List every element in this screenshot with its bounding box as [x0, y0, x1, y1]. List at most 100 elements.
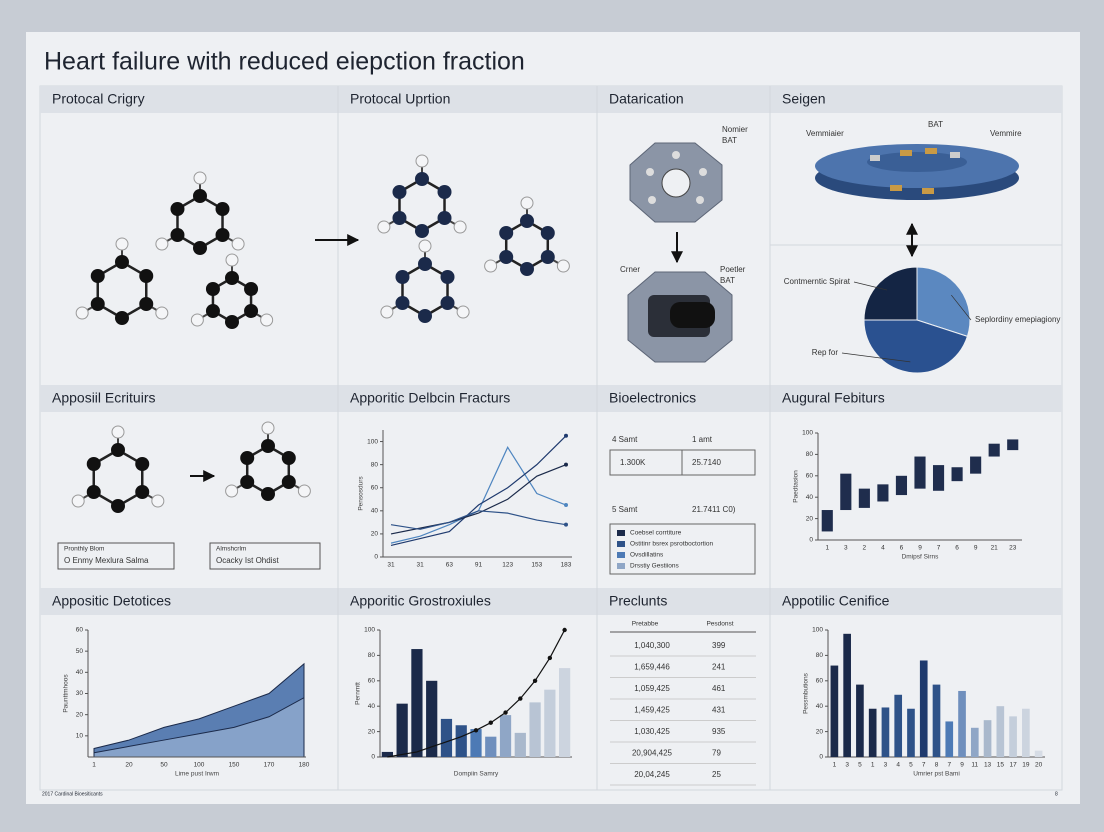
y-tick-label: 80 — [371, 461, 379, 468]
bar — [514, 732, 526, 757]
x-tick-label: 9 — [960, 762, 964, 769]
panel-heading: Bioelectronics — [609, 390, 696, 406]
atom — [240, 451, 255, 465]
header-strip — [40, 86, 1062, 113]
hydrogen-atom — [556, 259, 570, 273]
y-tick-label: 60 — [371, 484, 379, 491]
charts: Seplordiny emepiagiony Rep for Contmerntic… — [63, 266, 1060, 778]
atom — [205, 282, 220, 296]
y-tick-label: 80 — [368, 652, 376, 659]
x-tick-label: 7 — [937, 545, 941, 552]
range-bar — [1007, 439, 1019, 451]
bar — [945, 721, 954, 757]
atom — [499, 250, 514, 264]
panel-heading: Apporitic Delbcin Fracturs — [350, 390, 510, 406]
trend-point — [532, 678, 538, 683]
x-tick-label: 6 — [900, 545, 904, 552]
table-cell: 79 — [712, 749, 721, 758]
disc-label: BAT — [928, 120, 943, 129]
y-tick-label: 20 — [371, 531, 379, 538]
atom — [281, 475, 296, 489]
atom — [440, 270, 455, 284]
bio-text: 25.7140 — [692, 458, 721, 467]
trend-point — [562, 627, 567, 633]
legend-swatch — [617, 530, 625, 536]
x-tick-label: 91 — [475, 562, 483, 569]
atom — [115, 311, 129, 325]
bio-text: 5 Samt — [612, 505, 638, 514]
x-tick-label: 4 — [881, 545, 885, 552]
atom — [437, 211, 452, 225]
device-label: Crner — [620, 265, 640, 274]
y-tick-label: 100 — [812, 627, 823, 634]
hydrogen-atom — [115, 237, 129, 251]
table: Pretabbe Pesdonst 1,040,300 399 1,659,446 241… — [610, 621, 756, 786]
table-cell: 935 — [712, 727, 726, 736]
hydrogen-atom — [418, 239, 432, 253]
panel-grid: Protocal Crigry Protocal Uprtion Dataricat… — [39, 85, 1063, 791]
x-tick-label: 9 — [974, 545, 978, 552]
x-tick-label: 4 — [896, 762, 900, 769]
atom — [244, 304, 259, 318]
range-bar — [970, 456, 982, 474]
bar — [856, 684, 864, 757]
header-strip — [40, 385, 1062, 412]
panel-heading: Apporitic Grostroxiules — [350, 593, 491, 609]
bar — [843, 633, 851, 757]
x-tick-label: 20 — [125, 762, 133, 769]
x-tick-label: 1 — [871, 762, 875, 769]
y-axis-label: Paunttmhoos — [63, 674, 70, 713]
y-tick-label: 40 — [76, 669, 84, 676]
bar — [529, 702, 541, 757]
legend-swatch — [617, 541, 625, 547]
device-label: Nomier — [722, 125, 748, 134]
y-tick-label: 40 — [371, 508, 379, 515]
trend-point — [473, 728, 479, 733]
x-axis-label: Lime pust Irwm — [175, 771, 219, 778]
pie-slice — [863, 319, 969, 374]
x-tick-label: 5 — [909, 762, 913, 769]
x-tick-label: 23 — [1009, 545, 1017, 552]
leader-line — [853, 281, 888, 291]
trend-point — [488, 720, 493, 725]
atom — [240, 475, 255, 489]
y-axis-label: Paedtasion — [793, 470, 800, 503]
device-label: Poetler — [720, 265, 746, 274]
x-tick-label: 9 — [918, 545, 922, 552]
atom — [170, 228, 185, 242]
atom — [418, 309, 432, 323]
device-label: BAT — [722, 136, 737, 145]
bar — [396, 703, 408, 757]
table-header: Pesdonst — [706, 621, 733, 628]
bio-text: 1 amt — [692, 435, 713, 444]
x-tick-label: 63 — [446, 562, 454, 569]
hydrogen-atom — [297, 484, 311, 498]
end-point — [564, 522, 568, 527]
atom — [135, 485, 150, 499]
trend-point — [503, 710, 508, 715]
table-cell: 399 — [712, 641, 726, 650]
x-axis-label: Dmipsf Sirns — [902, 554, 940, 561]
range-bar — [895, 475, 908, 496]
x-tick-label: 150 — [229, 762, 240, 769]
bio-text: 1.300K — [620, 458, 646, 467]
hydrogen-atom — [415, 154, 429, 168]
bar — [470, 729, 482, 757]
table-cell: 25 — [712, 770, 721, 779]
x-tick-label: 15 — [997, 762, 1005, 769]
atom — [261, 487, 275, 501]
atom — [225, 315, 239, 329]
bar — [919, 660, 928, 757]
x-tick-label: 183 — [561, 562, 572, 569]
y-tick-label: 20 — [816, 728, 824, 735]
hydrogen-atom — [261, 421, 275, 435]
y-tick-label: 60 — [816, 678, 824, 685]
bar — [426, 680, 438, 757]
footer-left: 2017 Cardinal Bioesiticants — [42, 791, 103, 797]
atom — [90, 269, 105, 283]
bar — [455, 725, 467, 757]
trend-point — [518, 696, 523, 701]
y-tick-label: 0 — [809, 537, 813, 544]
atom — [111, 443, 125, 457]
bar — [868, 708, 877, 757]
